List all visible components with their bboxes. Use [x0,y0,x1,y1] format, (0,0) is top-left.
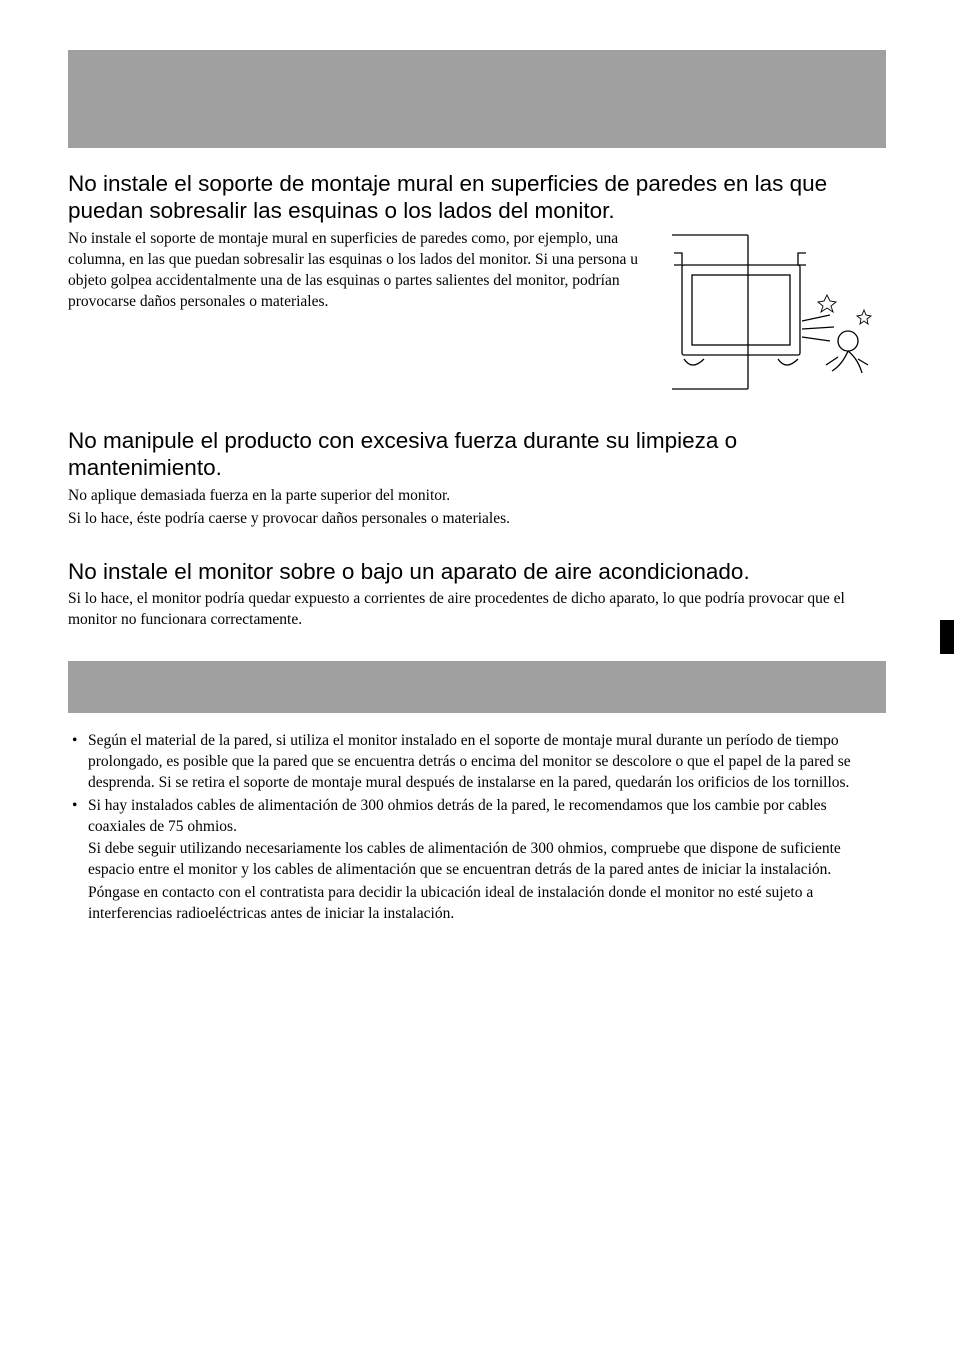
section-banner-large [68,50,886,148]
section-air-conditioner: No instale el monitor sobre o bajo un ap… [68,558,886,631]
body-2a: No aplique demasiada fuerza en la parte … [68,486,886,507]
heading-1: No instale el soporte de montaje mural e… [68,170,886,225]
bullet-2-intro: Si hay instalados cables de alimentación… [88,797,827,835]
heading-3: No instale el monitor sobre o bajo un ap… [68,558,886,585]
body-2b: Si lo hace, éste podría caerse y provoca… [68,509,886,530]
body-3: Si lo hace, el monitor podría quedar exp… [68,589,886,631]
bullet-2-para-2: Si debe seguir utilizando necesariamente… [88,839,886,881]
bullet-list: Según el material de la pared, si utiliz… [68,731,886,925]
document-page: No instale el soporte de montaje mural e… [0,50,954,967]
row-text-figure: No instale el soporte de montaje mural e… [68,229,886,399]
section-cleaning-force: No manipule el producto con excesiva fue… [68,427,886,530]
bullet-item-1: Según el material de la pared, si utiliz… [68,731,886,794]
section-banner-small [68,661,886,713]
body-1: No instale el soporte de montaje mural e… [68,229,646,313]
page-edge-tab [940,620,954,654]
heading-2: No manipule el producto con excesiva fue… [68,427,886,482]
figure-monitor-column [662,229,886,399]
section-wall-mount-corners: No instale el soporte de montaje mural e… [68,170,886,399]
bullet-2-para-3: Póngase en contacto con el contratista p… [88,883,886,925]
text-column: No instale el soporte de montaje mural e… [68,229,646,315]
bullet-item-2: Si hay instalados cables de alimentación… [68,796,886,926]
